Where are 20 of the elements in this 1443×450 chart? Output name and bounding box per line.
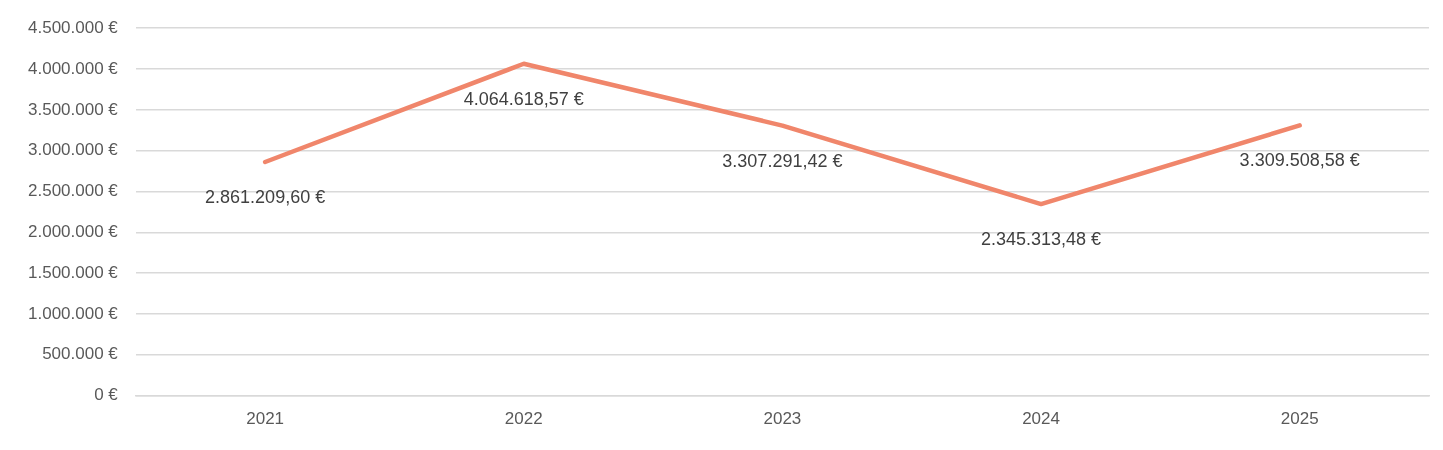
y-tick-label: 0 €	[94, 385, 119, 405]
x-tick-label: 2024	[1022, 409, 1060, 429]
data-label: 3.309.508,58 €	[1239, 150, 1360, 171]
data-label: 4.064.618,57 €	[463, 88, 584, 109]
x-tick-label: 2023	[763, 409, 802, 429]
x-tick-label: 2022	[504, 409, 543, 429]
data-label: 2.345.313,48 €	[980, 229, 1102, 250]
data-label: 3.307.291,42 €	[722, 150, 843, 171]
y-tick-label: 3.500.000 €	[27, 99, 119, 119]
y-tick-label: 4.000.000 €	[27, 58, 119, 78]
y-tick-label: 1.000.000 €	[27, 303, 119, 323]
data-label: 2.861.209,60 €	[205, 186, 326, 207]
y-tick-label: 2.000.000 €	[27, 222, 119, 241]
y-tick-label: 2.500.000 €	[27, 181, 119, 201]
y-tick-label: 4.500.000 €	[27, 17, 119, 37]
y-tick-label: 500.000 €	[42, 344, 119, 364]
y-tick-label: 3.000.000 €	[27, 140, 119, 160]
x-tick-label: 2021	[246, 409, 285, 429]
x-tick-label: 2025	[1280, 409, 1319, 429]
y-tick-label: 1.500.000 €	[27, 262, 119, 282]
